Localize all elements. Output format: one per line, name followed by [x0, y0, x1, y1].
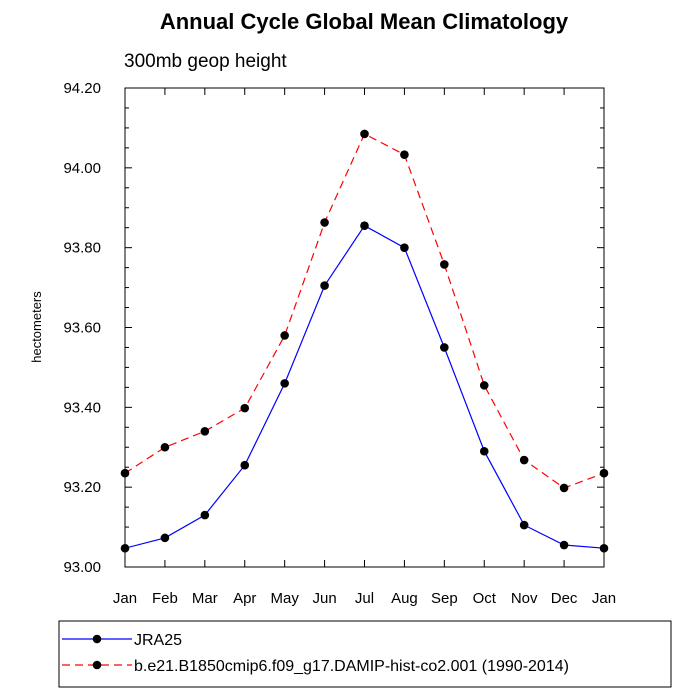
x-tick-label: May: [270, 590, 299, 607]
plot-frame: [124, 87, 605, 568]
y-axis-label: hectometers: [29, 291, 44, 363]
data-point-0: [440, 343, 449, 352]
data-point-1: [240, 403, 250, 413]
x-tick-label: Oct: [473, 590, 497, 607]
x-tick-label: Jul: [355, 590, 374, 607]
data-point-0: [479, 446, 489, 456]
legend: JRA25 b.e21.B1850cmip6.f09_g17.DAMIP-hist…: [62, 632, 569, 675]
data-point-0: [120, 543, 130, 553]
x-tick-label: Mar: [192, 590, 218, 607]
data-point-0: [200, 510, 210, 520]
data-point-0: [280, 379, 289, 388]
data-point-1: [559, 483, 569, 493]
series-line-1: [124, 133, 605, 489]
data-point-1: [120, 468, 130, 478]
data-point-0: [599, 543, 609, 553]
y-tick-label: 93.00: [63, 559, 101, 576]
data-point-1: [320, 218, 329, 227]
data-point-0: [559, 540, 569, 550]
legend-marker-1: [92, 660, 102, 670]
axis-ticks: Jan Feb Mar Apr May Jun Jul Aug Sep Oct Nov Dec Jan 9…: [63, 80, 616, 607]
legend-box: [58, 620, 672, 688]
data-point-0: [519, 520, 529, 530]
y-tick-label: 94.00: [63, 160, 101, 177]
data-point-0: [320, 281, 329, 290]
legend-label-0: JRA25: [134, 632, 182, 649]
y-tick-label: 94.20: [63, 80, 101, 97]
series-line-0: [124, 224, 605, 549]
data-point-1: [400, 150, 409, 159]
chart-title: Annual Cycle Global Mean Climatology: [160, 9, 569, 34]
y-tick-label: 93.40: [63, 399, 101, 416]
legend-marker-0: [92, 634, 102, 644]
data-point-1: [280, 331, 289, 340]
data-point-1: [479, 381, 489, 390]
plot-series: [120, 129, 609, 553]
data-point-0: [400, 243, 409, 252]
x-tick-label: Dec: [551, 590, 578, 607]
y-tick-label: 93.20: [63, 479, 101, 496]
x-tick-label: Sep: [431, 590, 458, 607]
data-point-1: [440, 260, 449, 269]
data-point-0: [240, 460, 250, 470]
data-point-0: [160, 533, 170, 543]
x-tick-label: Aug: [391, 590, 418, 607]
y-tick-label: 93.80: [63, 240, 101, 257]
chart-subtitle: 300mb geop height: [124, 51, 287, 72]
x-tick-label: Jun: [312, 590, 336, 607]
data-point-1: [519, 455, 529, 465]
x-tick-label: Jan: [592, 590, 616, 607]
data-point-0: [360, 221, 369, 231]
x-tick-label: Jan: [113, 590, 137, 607]
legend-label-1: b.e21.B1850cmip6.f09_g17.DAMIP-hist-co2.…: [134, 658, 569, 675]
data-point-1: [360, 129, 369, 139]
x-tick-label: Feb: [152, 590, 178, 607]
data-point-1: [160, 442, 170, 452]
x-tick-label: Apr: [233, 590, 256, 607]
data-point-1: [200, 426, 210, 436]
x-tick-label: Nov: [511, 590, 538, 607]
y-tick-label: 93.60: [63, 320, 101, 337]
data-point-1: [599, 468, 609, 478]
